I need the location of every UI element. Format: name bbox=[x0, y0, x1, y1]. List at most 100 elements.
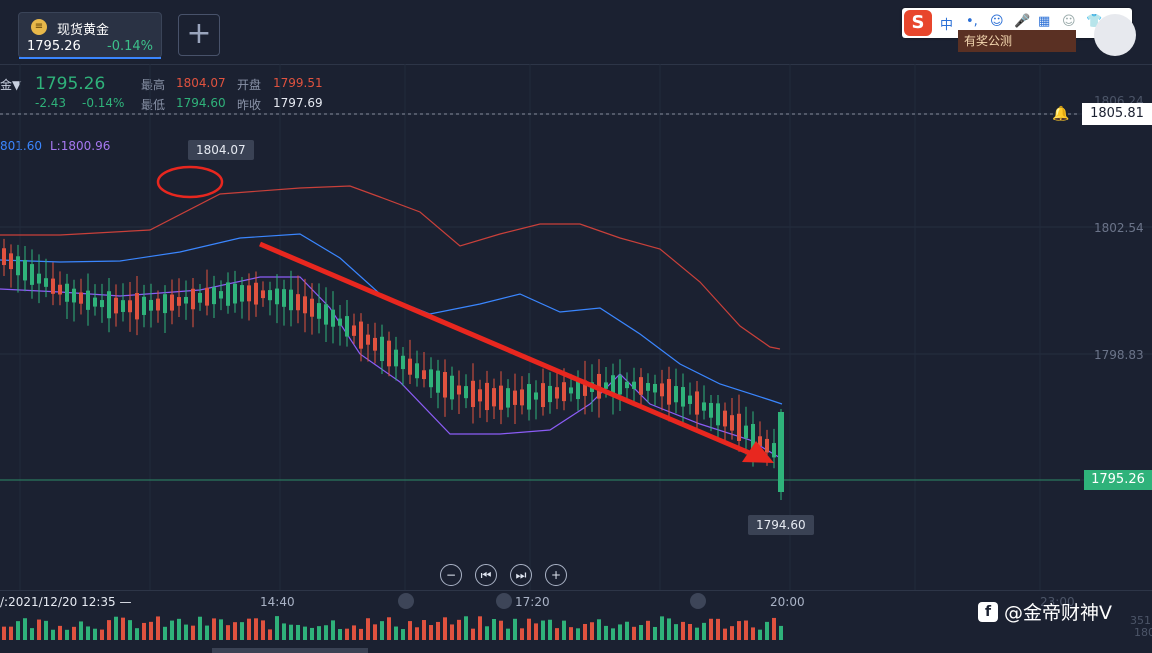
candle-body bbox=[373, 337, 377, 351]
candle-body bbox=[352, 325, 356, 336]
volume-bar bbox=[310, 627, 314, 640]
ime-emoji-icon[interactable]: ☺ bbox=[990, 14, 1004, 29]
ime-user-icon[interactable]: ☺ bbox=[1062, 14, 1076, 29]
volume-bar bbox=[198, 616, 202, 640]
candle-body bbox=[422, 370, 426, 380]
high-value: 1804.07 bbox=[176, 76, 226, 90]
instrument-name: 现货黄金 bbox=[57, 23, 110, 38]
volume-tick-bottom: 180 bbox=[1134, 626, 1152, 639]
symbol-dropdown[interactable]: 金▼ bbox=[0, 78, 22, 92]
candle-body bbox=[2, 248, 6, 266]
volume-bar bbox=[443, 617, 447, 640]
instrument-price: 1795.26 bbox=[27, 39, 81, 54]
volume-bar bbox=[331, 620, 335, 640]
candle-body bbox=[394, 349, 398, 367]
volume-bar bbox=[324, 625, 328, 640]
volume-bar bbox=[667, 618, 671, 640]
candle-body bbox=[72, 288, 76, 303]
scroll-start-button[interactable]: ⏮ bbox=[475, 564, 497, 586]
ime-punctuation-icon[interactable]: •, bbox=[966, 14, 978, 29]
volume-bar bbox=[352, 625, 356, 640]
candle-body bbox=[114, 297, 118, 314]
volume-bar bbox=[506, 628, 510, 640]
volume-bar bbox=[303, 626, 307, 640]
volume-bar bbox=[730, 626, 734, 640]
candle-body bbox=[758, 436, 762, 447]
ime-voice-icon[interactable]: 🎤 bbox=[1014, 14, 1031, 29]
high-tooltip: 1804.07 bbox=[188, 140, 254, 160]
volume-bar bbox=[674, 624, 678, 640]
candle-body bbox=[744, 425, 748, 439]
low-label: 最低 bbox=[141, 98, 166, 112]
volume-bar bbox=[373, 624, 377, 640]
candle-body bbox=[716, 403, 720, 426]
volume-bar bbox=[51, 629, 55, 640]
volume-bar bbox=[387, 617, 391, 640]
open-label: 开盘 bbox=[237, 78, 262, 92]
instrument-tab[interactable]: ≡ 现货黄金 1795.26 -0.14% bbox=[18, 12, 162, 59]
event-marker-icon[interactable] bbox=[398, 593, 414, 609]
open-value: 1799.51 bbox=[273, 76, 323, 90]
volume-bar bbox=[464, 616, 468, 640]
candle-body bbox=[429, 369, 433, 388]
price-alert-bell-icon[interactable]: 🔔 bbox=[1052, 106, 1070, 122]
candle-body bbox=[219, 291, 223, 299]
volume-bar bbox=[16, 621, 20, 640]
volume-bar bbox=[744, 620, 748, 640]
candle-body bbox=[303, 296, 307, 314]
event-marker-icon[interactable] bbox=[496, 593, 512, 609]
toutiao-logo-icon: f bbox=[978, 602, 998, 622]
event-marker-icon[interactable] bbox=[690, 593, 706, 609]
volume-bar bbox=[58, 625, 62, 640]
volume-bar bbox=[156, 616, 160, 640]
crosshair-price-label: 1805.81 bbox=[1082, 103, 1152, 125]
candle-body bbox=[408, 358, 412, 375]
candle-body bbox=[128, 300, 132, 313]
volume-bar bbox=[499, 620, 503, 640]
candle-body bbox=[583, 380, 587, 396]
boll-lower-line bbox=[0, 276, 783, 460]
candle-body bbox=[506, 388, 510, 408]
ime-chinese-mode[interactable]: 中 bbox=[940, 18, 954, 33]
volume-bar bbox=[212, 618, 216, 640]
candle-body bbox=[436, 370, 440, 393]
candle-body bbox=[646, 383, 650, 391]
zoom-out-button[interactable]: − bbox=[440, 564, 462, 586]
volume-bar bbox=[597, 619, 601, 640]
volume-bar bbox=[632, 626, 636, 640]
candle-body bbox=[324, 304, 328, 325]
avatar[interactable] bbox=[1094, 14, 1136, 56]
volume-bar bbox=[513, 618, 517, 640]
volume-bar bbox=[359, 628, 363, 640]
volume-bar bbox=[520, 628, 524, 640]
ime-keyboard-icon[interactable]: ▦ bbox=[1038, 14, 1051, 29]
volume-bar bbox=[184, 624, 188, 640]
volume-bar bbox=[562, 620, 566, 640]
zoom-in-button[interactable]: + bbox=[545, 564, 567, 586]
volume-bar bbox=[135, 628, 139, 640]
volume-bar bbox=[751, 627, 755, 640]
promo-banner[interactable]: 有奖公测 bbox=[958, 30, 1076, 52]
candle-body bbox=[142, 296, 146, 315]
volume-bar bbox=[408, 621, 412, 640]
candle-body bbox=[282, 289, 286, 307]
add-instrument-button[interactable]: + bbox=[178, 14, 220, 56]
volume-bar bbox=[653, 626, 657, 640]
volume-bar bbox=[422, 620, 426, 640]
ime-toolbar[interactable]: S 中 •, ☺ 🎤 ▦ ☺ 👕 ⠿ bbox=[902, 8, 1132, 38]
candle-body bbox=[527, 384, 531, 410]
candle-body bbox=[149, 299, 153, 311]
scroll-end-button[interactable]: ⏭ bbox=[510, 564, 532, 586]
candle-body bbox=[331, 309, 335, 327]
candle-body bbox=[765, 438, 769, 453]
sogou-logo-icon[interactable]: S bbox=[904, 10, 932, 36]
candle-body bbox=[485, 382, 489, 411]
candle-body bbox=[541, 383, 545, 408]
candlestick-chart[interactable] bbox=[0, 64, 1152, 590]
volume-bar bbox=[527, 618, 531, 640]
volume-bar bbox=[86, 626, 90, 640]
volume-bar bbox=[121, 617, 125, 640]
candle-body bbox=[44, 278, 48, 287]
candle-body bbox=[163, 294, 167, 314]
active-tab-indicator bbox=[19, 57, 161, 59]
